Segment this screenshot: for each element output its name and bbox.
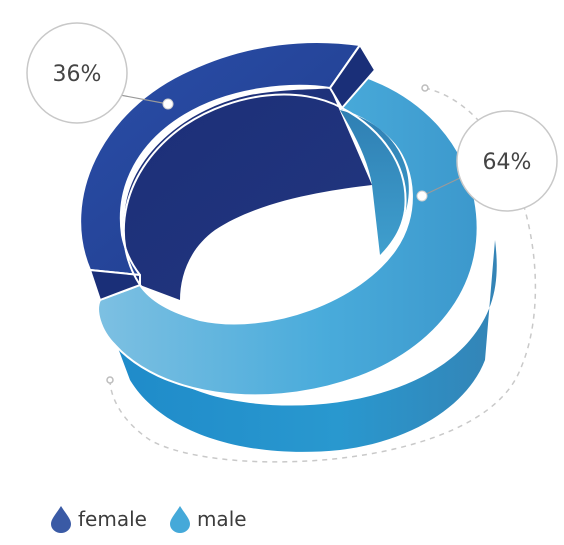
female-callout-bubble xyxy=(26,22,128,124)
female-slice-inner xyxy=(123,88,372,300)
female-end-cap-top xyxy=(329,44,376,109)
guide-dot-top xyxy=(421,84,429,92)
female-value-label: 36% xyxy=(53,62,102,87)
legend-label-female: female xyxy=(78,507,147,531)
male-drop-icon xyxy=(169,506,190,533)
legend: female male xyxy=(50,505,247,533)
legend-item-male: male xyxy=(169,505,247,533)
female-drop-icon xyxy=(51,506,71,533)
male-slice-side xyxy=(100,240,497,452)
female-callout-leader xyxy=(119,94,169,105)
guide-dot-bottom xyxy=(106,376,114,384)
female-callout-anchor xyxy=(162,98,174,110)
male-slice-inner xyxy=(340,110,409,255)
inner-rim xyxy=(122,93,407,321)
male-slice xyxy=(97,74,479,397)
legend-label-male: male xyxy=(196,507,247,531)
legend-item-female: female xyxy=(50,505,147,533)
male-callout-anchor xyxy=(416,190,428,202)
male-callout-bubble xyxy=(456,110,558,212)
male-callout-leader xyxy=(421,177,461,197)
male-value-label: 64% xyxy=(483,150,532,175)
